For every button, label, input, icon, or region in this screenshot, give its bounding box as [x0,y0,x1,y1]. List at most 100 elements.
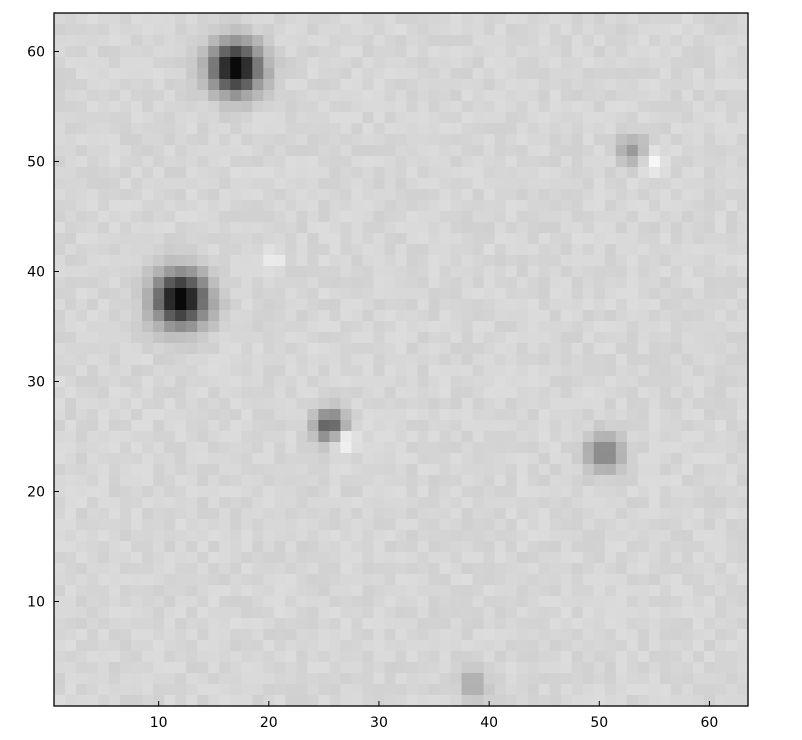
heatmap-cell [186,409,198,421]
heatmap-cell [428,409,441,421]
heatmap-cell [186,277,198,289]
heatmap-cell [241,200,253,212]
heatmap-cell [538,442,551,454]
heatmap-cell [582,365,595,377]
heatmap-cell [230,189,242,201]
heatmap-cell [274,497,286,509]
heatmap-cell [340,57,353,69]
heatmap-cell [329,255,342,267]
heatmap-cell [197,189,209,201]
heatmap-cell [208,321,220,333]
heatmap-cell [626,475,639,487]
heatmap-cell [65,376,77,388]
heatmap-cell [153,541,165,553]
heatmap-cell [428,596,441,608]
heatmap-cell [637,35,650,47]
heatmap-cell [153,321,165,333]
heatmap-cell [384,398,397,410]
heatmap-cell [296,607,308,619]
heatmap-cell [494,442,507,454]
heatmap-cell [65,530,77,542]
heatmap-cell [274,310,286,322]
heatmap-cell [659,145,672,157]
heatmap-cell [450,464,463,476]
heatmap-cell [659,222,672,234]
heatmap-cell [362,552,375,564]
heatmap-cell [252,112,264,124]
heatmap-cell [296,35,308,47]
heatmap-cell [131,431,143,443]
heatmap-cell [76,453,88,465]
heatmap-cell [439,123,452,135]
heatmap-cell [329,530,342,542]
heatmap-cell [175,46,187,58]
heatmap-cell [417,46,430,58]
heatmap-cell [725,145,738,157]
heatmap-cell [626,57,639,69]
heatmap-cell [461,409,474,421]
heatmap-cell [494,310,507,322]
heatmap-cell [538,332,551,344]
heatmap-cell [626,519,639,531]
heatmap-cell [340,607,353,619]
heatmap-cell [296,651,308,663]
heatmap-cell [494,585,507,597]
heatmap-cell [461,453,474,465]
heatmap-cell [318,486,330,498]
heatmap-cell [494,156,507,168]
heatmap-cell [626,387,639,399]
heatmap-cell [362,299,375,311]
heatmap-cell [714,651,727,663]
heatmap-cell [439,167,452,179]
heatmap-cell [560,497,573,509]
heatmap-cell [142,68,154,80]
heatmap-cell [131,684,143,696]
heatmap-cell [274,684,286,696]
heatmap-cell [208,673,220,685]
heatmap-cell [736,178,749,190]
heatmap-cell [384,607,397,619]
heatmap-cell [285,13,297,25]
heatmap-cell [593,640,606,652]
heatmap-cell [439,541,452,553]
heatmap-cell [406,255,419,267]
heatmap-cell [296,442,308,454]
heatmap-cell [252,35,264,47]
heatmap-cell [164,46,176,58]
heatmap-cell [648,596,661,608]
heatmap-cell [296,519,308,531]
heatmap-cell [670,442,683,454]
heatmap-cell [109,222,121,234]
heatmap-cell [274,321,286,333]
heatmap-cell [208,563,220,575]
heatmap-cell [692,24,705,36]
heatmap-cell [725,288,738,300]
heatmap-cell [175,365,187,377]
heatmap-cell [692,244,705,256]
heatmap-cell [351,409,364,421]
heatmap-cell [538,387,551,399]
heatmap-cell [428,574,441,586]
heatmap-cell [164,101,176,113]
heatmap-cell [615,673,628,685]
heatmap-cell [54,299,66,311]
heatmap-cell [54,541,66,553]
heatmap-cell [516,233,529,245]
heatmap-cell [153,90,165,102]
heatmap-cell [549,288,562,300]
heatmap-cell [285,299,297,311]
heatmap-cell [263,497,275,509]
heatmap-cell [483,354,496,366]
heatmap-cell [461,200,474,212]
heatmap-cell [406,310,419,322]
heatmap-cell [87,57,99,69]
heatmap-cell [483,695,496,707]
heatmap-cell [164,79,176,91]
heatmap-cell [626,618,639,630]
heatmap-cell [450,585,463,597]
heatmap-cell [659,519,672,531]
heatmap-cell [219,354,231,366]
heatmap-cell [450,112,463,124]
heatmap-cell [527,684,540,696]
heatmap-cell [549,178,562,190]
